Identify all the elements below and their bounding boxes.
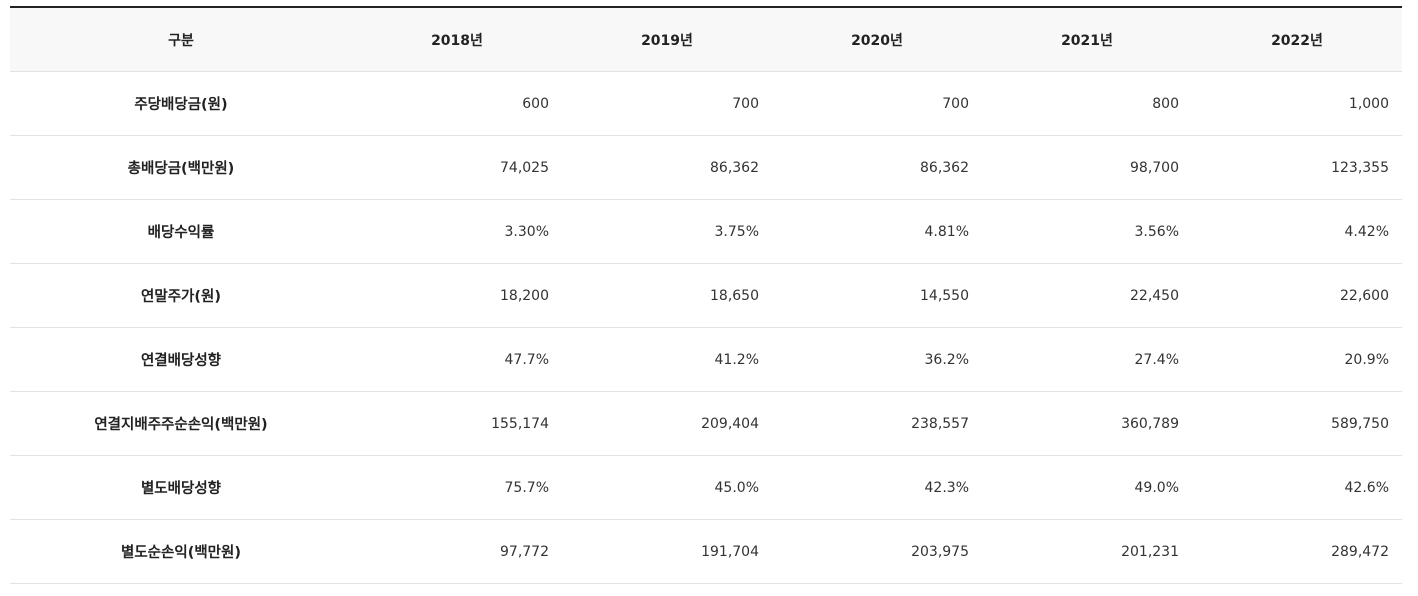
header-cell: 2018년 [352,7,562,72]
table-body: 주당배당금(원) 600 700 700 800 1,000 총배당금(백만원) 74,025… [10,71,1402,584]
value-cell: 36.2% [772,327,982,392]
value-cell: 201,231 [982,519,1192,584]
table-row: 배당수익률 3.30% 3.75% 4.81% 3.56% 4.42% [10,199,1402,264]
value-cell: 589,750 [1192,391,1402,456]
value-cell: 4.42% [1192,199,1402,264]
value-cell: 22,600 [1192,263,1402,328]
value-cell: 3.56% [982,199,1192,264]
table-row: 주당배당금(원) 600 700 700 800 1,000 [10,71,1402,136]
value-cell: 86,362 [772,135,982,200]
table-row: 연결배당성향 47.7% 41.2% 36.2% 27.4% 20.9% [10,327,1402,392]
value-cell: 47.7% [352,327,562,392]
value-cell: 14,550 [772,263,982,328]
value-cell: 3.75% [562,199,772,264]
value-cell: 42.6% [1192,455,1402,520]
row-label: 별도배당성향 [10,455,352,520]
header-row: 구분 2018년 2019년 2020년 2021년 2022년 [10,7,1402,72]
value-cell: 86,362 [562,135,772,200]
value-cell: 42.3% [772,455,982,520]
value-cell: 155,174 [352,391,562,456]
value-cell: 20.9% [1192,327,1402,392]
table-row: 연결지배주주순손익(백만원) 155,174 209,404 238,557 360,7… [10,391,1402,456]
header-cell: 2021년 [982,7,1192,72]
value-cell: 800 [982,71,1192,136]
table-row: 연말주가(원) 18,200 18,650 14,550 22,450 22,600 [10,263,1402,328]
value-cell: 27.4% [982,327,1192,392]
table-row: 총배당금(백만원) 74,025 86,362 86,362 98,700 123,355 [10,135,1402,200]
table-head: 구분 2018년 2019년 2020년 2021년 2022년 [10,7,1402,72]
value-cell: 203,975 [772,519,982,584]
value-cell: 289,472 [1192,519,1402,584]
row-label: 총배당금(백만원) [10,135,352,200]
row-label: 주당배당금(원) [10,71,352,136]
value-cell: 49.0% [982,455,1192,520]
value-cell: 45.0% [562,455,772,520]
value-cell: 360,789 [982,391,1192,456]
value-cell: 4.81% [772,199,982,264]
table-row: 별도순손익(백만원) 97,772 191,704 203,975 201,231 289… [10,519,1402,584]
dividend-table: 구분 2018년 2019년 2020년 2021년 2022년 주당배당금(원) 600 7… [10,6,1402,584]
row-label: 연결배당성향 [10,327,352,392]
value-cell: 97,772 [352,519,562,584]
row-label: 별도순손익(백만원) [10,519,352,584]
row-label: 연결지배주주순손익(백만원) [10,391,352,456]
value-cell: 18,200 [352,263,562,328]
value-cell: 700 [772,71,982,136]
table-row: 별도배당성향 75.7% 45.0% 42.3% 49.0% 42.6% [10,455,1402,520]
value-cell: 98,700 [982,135,1192,200]
value-cell: 700 [562,71,772,136]
value-cell: 75.7% [352,455,562,520]
value-cell: 238,557 [772,391,982,456]
header-cell: 2022년 [1192,7,1402,72]
row-label: 연말주가(원) [10,263,352,328]
value-cell: 41.2% [562,327,772,392]
header-cell: 구분 [10,7,352,72]
value-cell: 1,000 [1192,71,1402,136]
value-cell: 191,704 [562,519,772,584]
value-cell: 74,025 [352,135,562,200]
header-cell: 2019년 [562,7,772,72]
value-cell: 123,355 [1192,135,1402,200]
value-cell: 18,650 [562,263,772,328]
value-cell: 22,450 [982,263,1192,328]
header-cell: 2020년 [772,7,982,72]
value-cell: 3.30% [352,199,562,264]
table-wrapper: 구분 2018년 2019년 2020년 2021년 2022년 주당배당금(원) 600 7… [10,6,1402,584]
row-label: 배당수익률 [10,199,352,264]
value-cell: 600 [352,71,562,136]
value-cell: 209,404 [562,391,772,456]
